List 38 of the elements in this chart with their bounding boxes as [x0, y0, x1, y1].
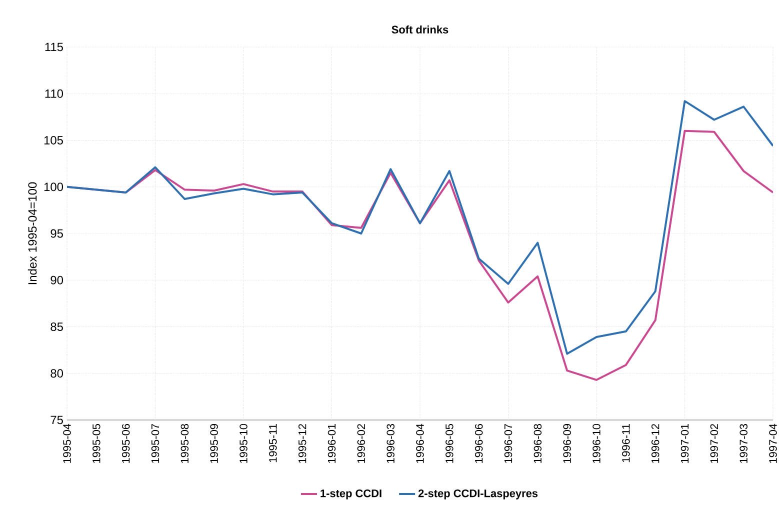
x-tick-label: 1996-08: [534, 424, 542, 463]
x-tick-label: 1996-02: [357, 424, 366, 463]
x-tick-label: 1996-11: [622, 424, 630, 462]
x-tick-label: 1997-03: [740, 424, 748, 463]
x-tick-label: 1996-12: [651, 424, 660, 463]
x-tick-label: 1995-08: [180, 424, 189, 463]
x-tick-label: 1996-05: [446, 424, 454, 463]
y-tick-label: 105: [44, 136, 63, 144]
y-tick-label: 80: [50, 369, 64, 378]
x-tick-label: 1996-10: [592, 424, 600, 463]
x-tick-label: 1997-01: [680, 424, 689, 463]
chart-title: Soft drinks: [392, 25, 448, 34]
y-tick-label: 100: [44, 182, 64, 192]
y-tick-label: 90: [50, 276, 64, 284]
x-tick-label: 1995-04: [63, 424, 71, 463]
y-tick-label: 75: [50, 416, 63, 424]
y-tick-label: 115: [45, 42, 63, 52]
x-tick-label: 1996-03: [386, 424, 394, 463]
x-tick-label: 1995-11: [269, 424, 277, 462]
x-tick-label: 1995-09: [210, 424, 218, 463]
x-tick-label: 1996-09: [563, 424, 571, 463]
legend-label: 1-step CCDI: [320, 489, 382, 500]
y-tick-label: 110: [45, 89, 64, 98]
y-tick-label: 85: [50, 322, 63, 331]
x-tick-label: 1997-04: [769, 424, 777, 463]
y-axis-title: Index 1995-04=100: [28, 182, 37, 284]
x-tick-label: 1995-06: [122, 424, 130, 463]
legend-label: 2-step CCDI-Laspeyres: [418, 489, 538, 500]
y-tick-label: 95: [50, 229, 63, 238]
x-tick-label: 1996-06: [474, 424, 483, 463]
x-tick-label: 1996-01: [328, 424, 336, 463]
x-tick-label: 1996-04: [416, 424, 424, 463]
x-tick-label: 1995-07: [151, 424, 160, 463]
x-tick-label: 1995-05: [92, 424, 100, 463]
x-tick-label: 1995-10: [240, 424, 248, 463]
x-tick-label: 1997-02: [710, 424, 718, 463]
x-tick-label: 1995-12: [298, 424, 306, 463]
x-tick-label: 1996-07: [504, 424, 512, 463]
